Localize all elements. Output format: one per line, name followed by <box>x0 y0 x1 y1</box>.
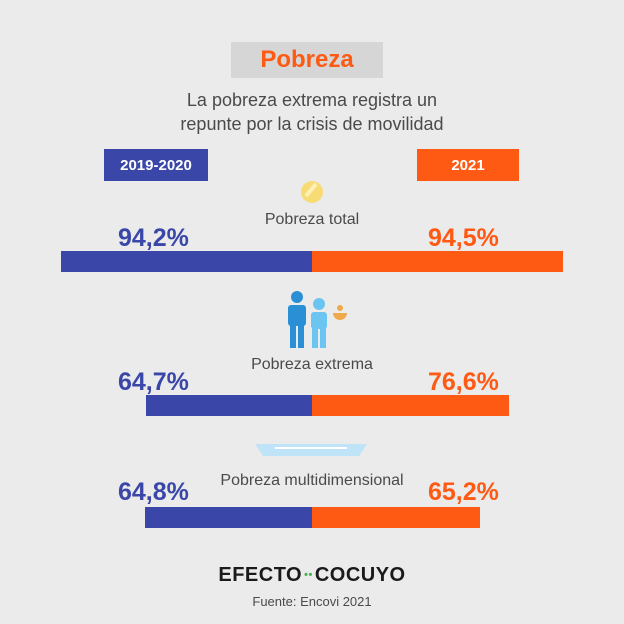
value-label-2019-pobreza-multidimensional: 64,8% <box>118 478 189 506</box>
road-icon <box>255 444 367 456</box>
title-box: Pobreza <box>231 42 383 78</box>
page-title: Pobreza <box>260 46 354 73</box>
legend-label-2019-2020: 2019-2020 <box>120 156 192 174</box>
category-label-pobreza-extrema: Pobreza extrema <box>251 356 373 373</box>
logo-right-text: COCUYO <box>314 563 406 586</box>
coin-icon <box>301 181 323 203</box>
value-label-2021-pobreza-extrema: 76,6% <box>428 368 499 396</box>
source-text: Fuente: Encovi 2021 <box>252 594 372 609</box>
bar-2021-pobreza-extrema <box>312 395 509 416</box>
subtitle: La pobreza extrema registra un repunte p… <box>180 90 444 134</box>
logo-dots: •• <box>304 569 313 581</box>
logo: EFECTO •• COCUYO <box>212 563 412 587</box>
bar-2021-pobreza-multidimensional <box>312 507 480 528</box>
value-label-2019-pobreza-total: 94,2% <box>118 224 189 252</box>
value-label-2019-pobreza-extrema: 64,7% <box>118 368 189 396</box>
category-label-pobreza-multidimensional: Pobreza multidimensional <box>220 472 404 489</box>
value-label-2021-pobreza-total: 94,5% <box>428 224 499 252</box>
bar-2019-pobreza-total <box>61 251 312 272</box>
category-label-pobreza-total: Pobreza total <box>264 211 360 228</box>
bar-2019-pobreza-multidimensional <box>145 507 312 528</box>
family-icon <box>288 291 347 348</box>
legend-2021: 2021 <box>417 149 519 181</box>
legend-2019-2020: 2019-2020 <box>104 149 208 181</box>
value-label-2021-pobreza-multidimensional: 65,2% <box>428 478 499 506</box>
bar-2019-pobreza-extrema <box>146 395 312 416</box>
legend-label-2021: 2021 <box>451 156 485 174</box>
bar-2021-pobreza-total <box>312 251 563 272</box>
logo-left-text: EFECTO <box>218 563 303 586</box>
